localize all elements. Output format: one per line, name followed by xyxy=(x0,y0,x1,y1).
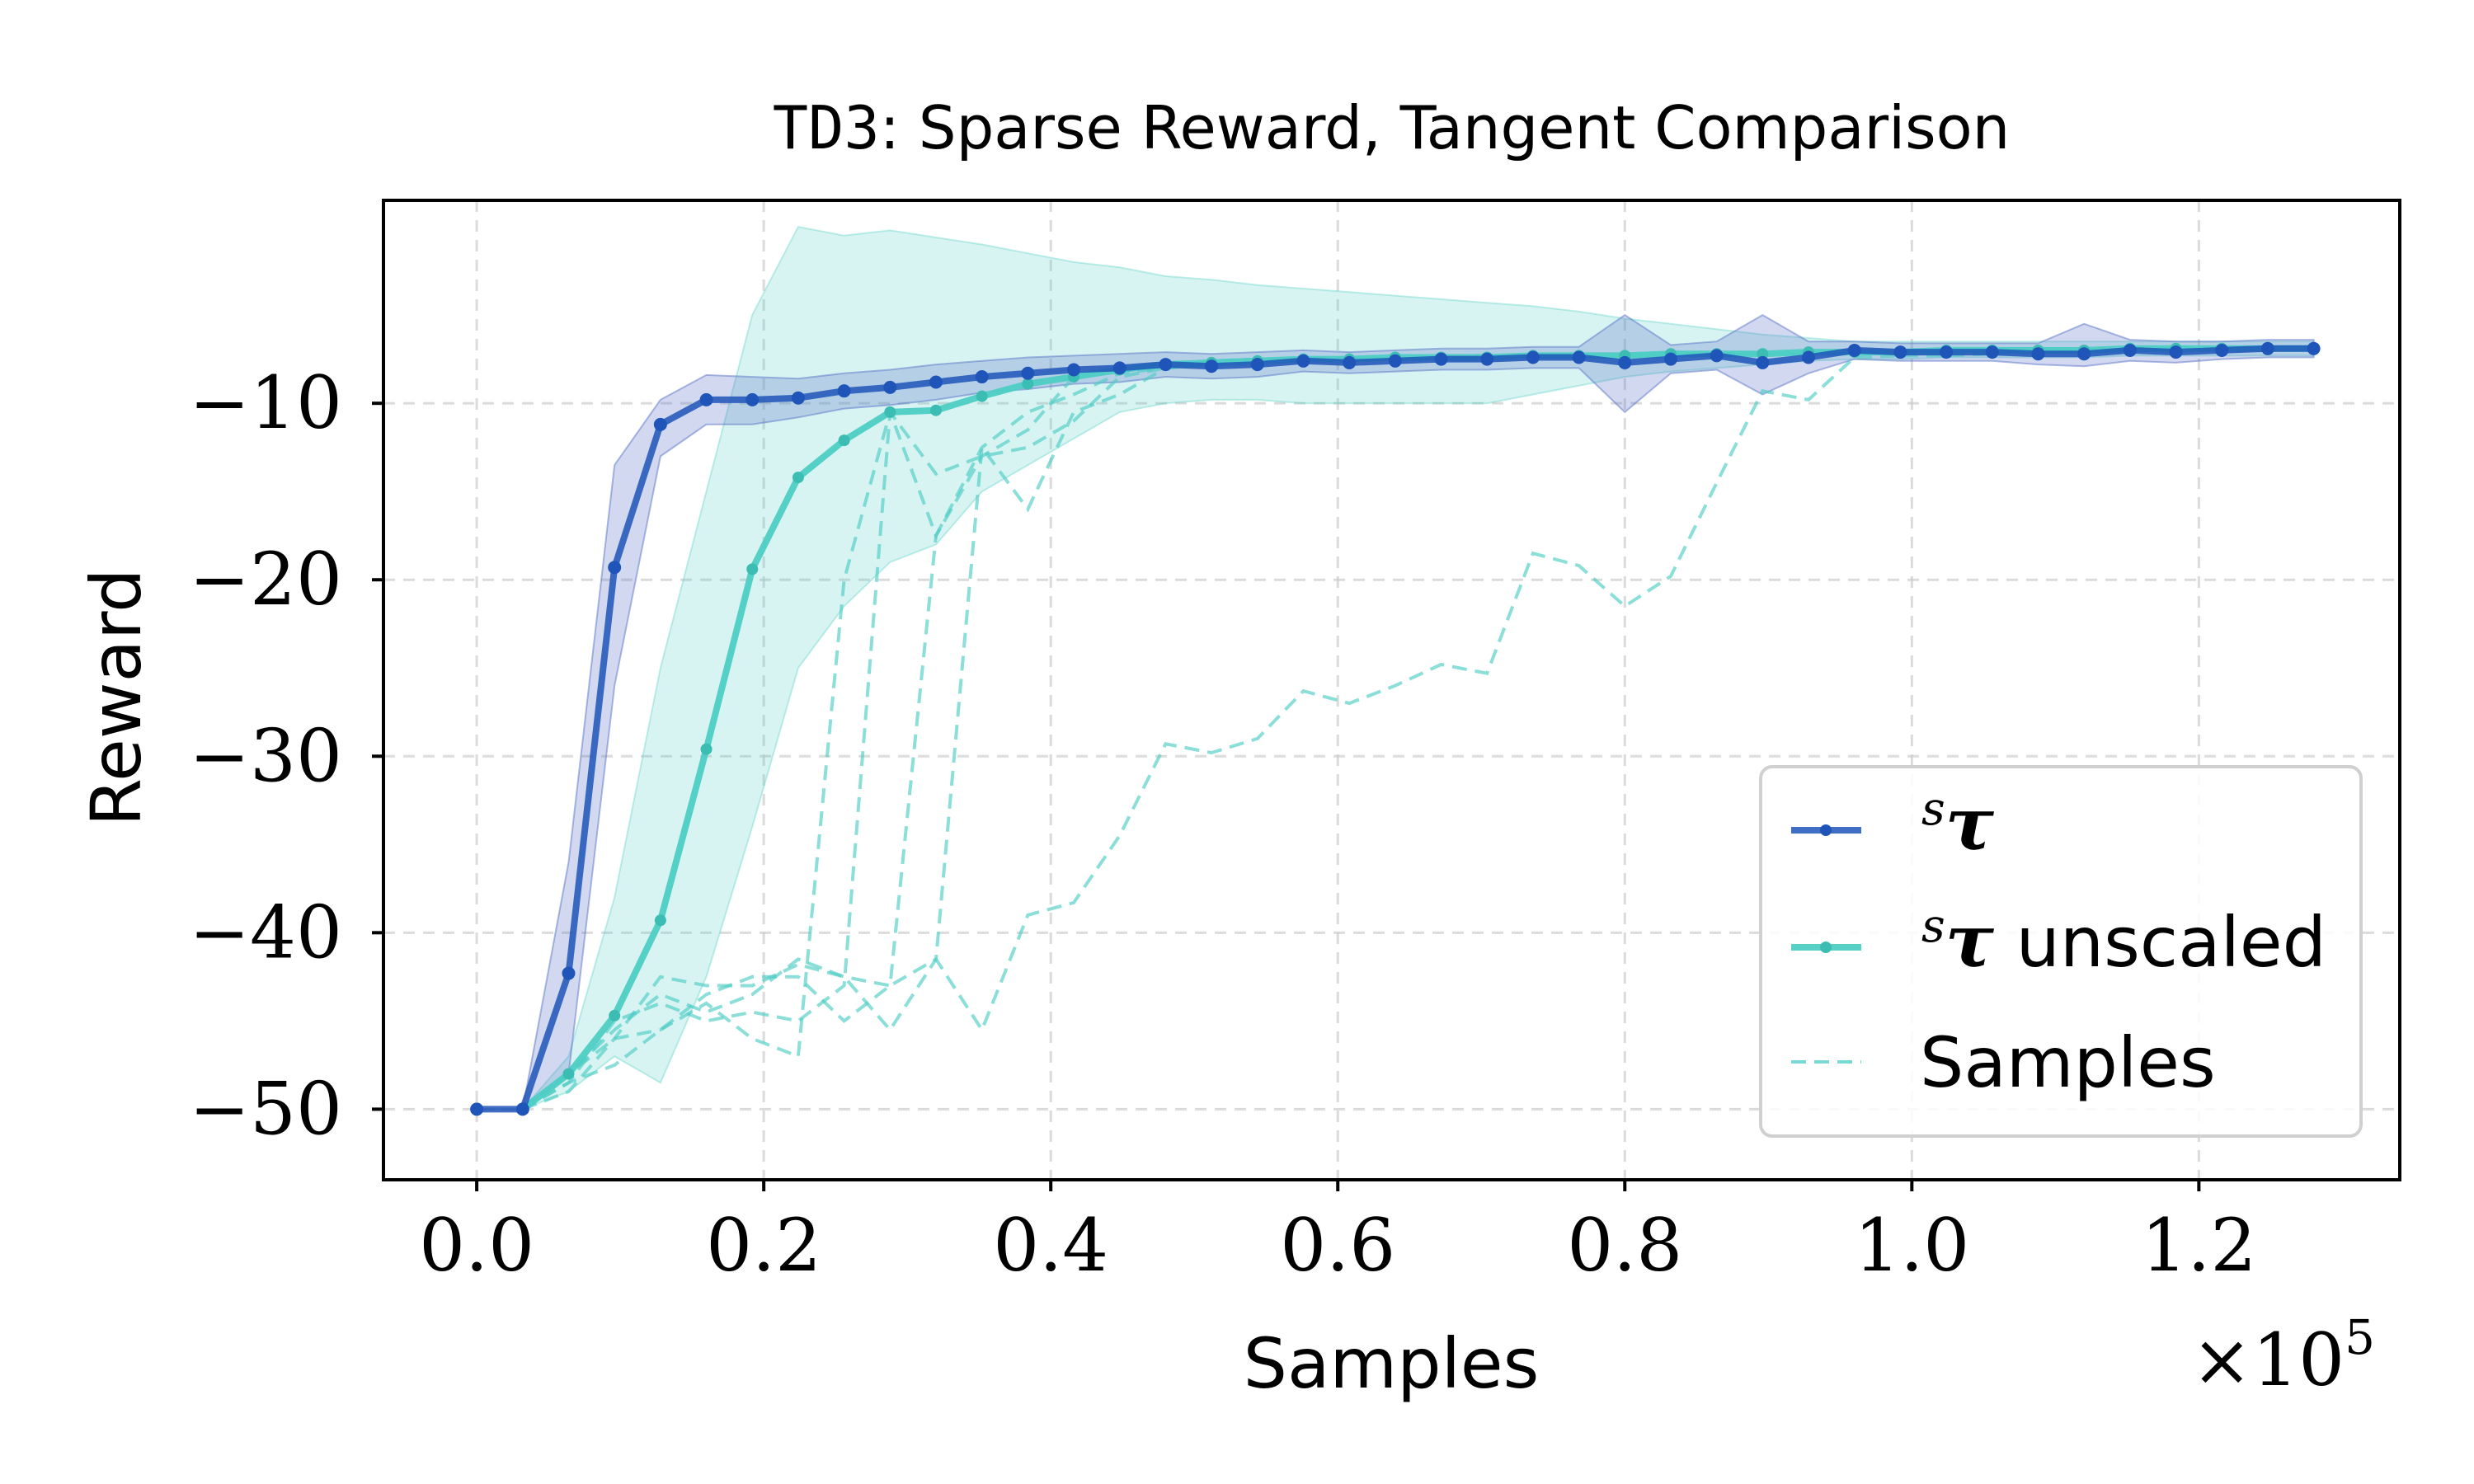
legend-unscaled-marker xyxy=(1820,942,1832,953)
point-tau xyxy=(470,1102,484,1116)
point-tau xyxy=(1663,352,1677,366)
point-tau xyxy=(699,392,713,406)
point-tau xyxy=(2123,343,2137,357)
point-tau xyxy=(975,370,989,384)
point-tau xyxy=(1480,352,1494,366)
point-unscaled xyxy=(746,563,759,575)
point-unscaled xyxy=(792,472,804,484)
point-unscaled xyxy=(700,743,713,755)
x-axis-label: Samples xyxy=(1244,1323,1540,1404)
x-tick-label: 1.0 xyxy=(1854,1203,1969,1288)
point-tau xyxy=(1112,361,1126,375)
chart-title-rest: : Sparse Reward, Tangent Comparison xyxy=(880,93,2011,162)
y-tick-label: −50 xyxy=(189,1066,342,1151)
legend-unscaled-sup: s xyxy=(1921,899,1945,953)
x-tick-label: 0.0 xyxy=(419,1203,534,1288)
sample-line xyxy=(521,346,2314,1111)
legend-tau-symbol: τ xyxy=(1945,781,1995,866)
point-tau xyxy=(883,380,897,394)
x-tick-label: 0.2 xyxy=(706,1203,821,1288)
legend-tau-label: sτ xyxy=(1921,781,1995,866)
chart-title-prefix: TD3 xyxy=(773,93,880,162)
point-unscaled xyxy=(838,434,850,447)
point-tau xyxy=(1802,350,1816,364)
point-tau xyxy=(1434,352,1448,366)
y-tick-label: −40 xyxy=(189,890,342,974)
point-tau xyxy=(1159,358,1173,372)
legend: sτ sτ unscaled Samples xyxy=(1759,765,2363,1138)
point-tau xyxy=(1940,345,1954,359)
point-tau xyxy=(1250,358,1264,372)
point-tau xyxy=(1572,350,1586,364)
point-tau xyxy=(2077,347,2091,361)
x-tick-label: 0.8 xyxy=(1567,1203,1682,1288)
point-tau xyxy=(837,384,851,398)
legend-unscaled-label: sτ unscaled xyxy=(1921,898,2326,984)
legend-tau-marker xyxy=(1820,824,1832,836)
chart-title: TD3: Sparse Reward, Tangent Comparison xyxy=(773,93,2011,162)
point-unscaled xyxy=(609,1009,621,1021)
point-tau xyxy=(2215,343,2229,357)
point-tau xyxy=(1296,354,1310,368)
x-tick-label: 0.4 xyxy=(993,1203,1108,1288)
point-tau xyxy=(1710,349,1724,363)
point-tau xyxy=(1985,345,1999,359)
point-tau xyxy=(562,966,576,980)
point-tau xyxy=(2260,341,2274,355)
y-tick-label: −30 xyxy=(189,713,342,798)
plot-frame xyxy=(382,199,2401,1181)
point-tau xyxy=(1205,359,1219,373)
x-tick-label: 0.6 xyxy=(1280,1203,1395,1288)
legend-tau-sup: s xyxy=(1921,782,1945,836)
point-tau xyxy=(1756,355,1770,369)
y-axis-label: Reward xyxy=(76,569,157,827)
x-tick-label: 1.2 xyxy=(2141,1203,2256,1288)
point-tau xyxy=(1388,354,1402,368)
point-tau xyxy=(745,392,760,406)
point-tau xyxy=(2031,347,2045,361)
point-unscaled xyxy=(1757,348,1769,360)
y-axis-ticks: −50 −40 −30 −20 −10 xyxy=(189,360,383,1151)
point-tau xyxy=(1847,343,1861,357)
point-tau xyxy=(1526,350,1540,364)
point-tau xyxy=(653,417,667,431)
point-tau xyxy=(791,391,805,405)
point-tau xyxy=(1021,366,1035,380)
x-axis-multiplier-base: ×10 xyxy=(2191,1317,2345,1402)
point-tau xyxy=(929,375,943,389)
point-unscaled xyxy=(1022,378,1034,390)
point-tau xyxy=(2169,345,2183,359)
point-tau xyxy=(515,1102,529,1116)
point-unscaled xyxy=(562,1068,575,1080)
point-tau xyxy=(608,561,622,575)
point-tau xyxy=(1067,363,1081,377)
legend-box xyxy=(1759,765,2363,1138)
legend-samples-label: Samples xyxy=(1920,1022,2216,1103)
point-tau xyxy=(1343,355,1357,369)
point-unscaled xyxy=(654,914,666,927)
y-tick-label: −10 xyxy=(189,360,342,445)
x-axis-multiplier-exponent: 5 xyxy=(2345,1309,2375,1365)
point-tau xyxy=(1618,355,1632,369)
x-axis-ticks: 0.0 0.2 0.4 0.6 0.8 1.0 1.2 xyxy=(419,1180,2256,1288)
point-unscaled xyxy=(929,404,942,416)
point-unscaled xyxy=(884,406,896,418)
point-unscaled xyxy=(976,390,988,402)
legend-unscaled-symbol: τ xyxy=(1945,898,1995,984)
y-tick-label: −20 xyxy=(189,537,342,622)
series-lines xyxy=(470,341,2321,1116)
point-tau xyxy=(2307,341,2321,355)
legend-unscaled-text: unscaled xyxy=(1994,902,2326,983)
point-tau xyxy=(1893,345,1907,359)
x-axis-multiplier: ×105 xyxy=(2191,1309,2375,1402)
